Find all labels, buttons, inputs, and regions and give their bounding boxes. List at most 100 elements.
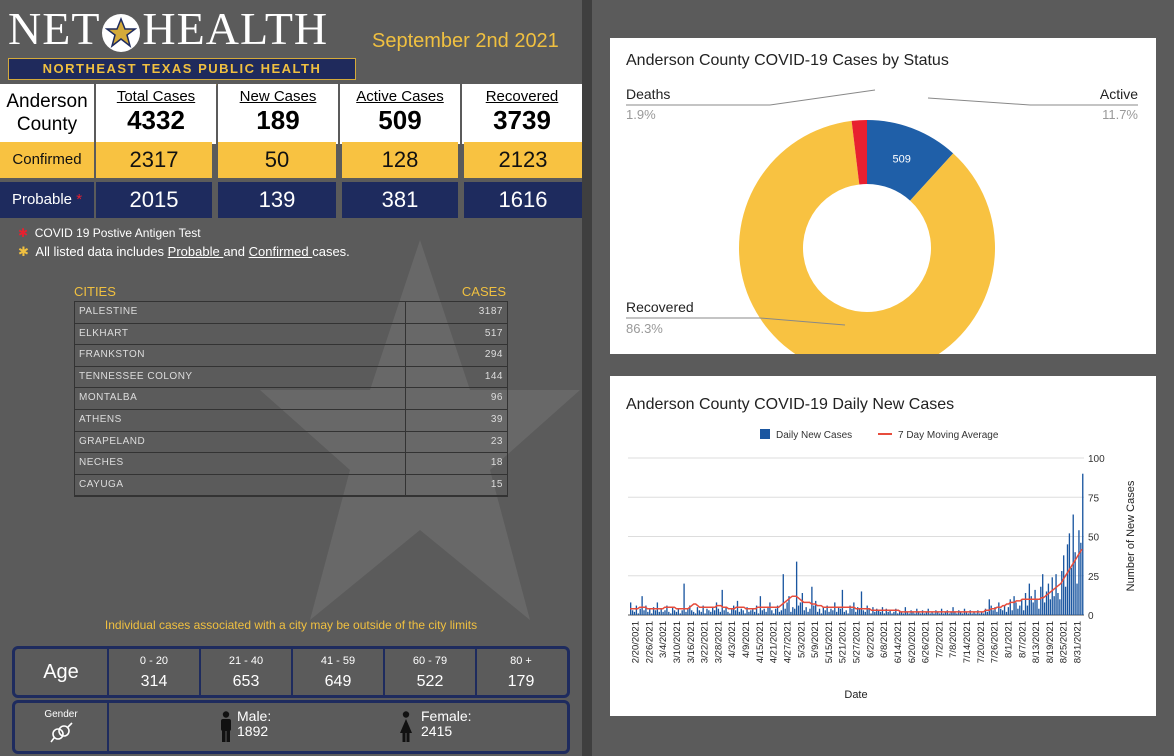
x-tick-label: 7/14/2021	[962, 621, 973, 663]
bar	[836, 611, 838, 615]
bar	[692, 611, 695, 615]
bar	[704, 613, 706, 615]
city-divider	[405, 366, 406, 388]
bar	[809, 608, 811, 615]
x-tick-label: 2/26/2021	[644, 621, 655, 663]
daily-cases-chart: Daily New Cases 7 Day Moving Average 0 25 50…	[628, 429, 1137, 701]
age-range: 41 - 59	[320, 655, 356, 667]
confirmed-new: 50	[218, 142, 336, 178]
x-tick-label: 2/20/2021	[631, 621, 642, 663]
x-axis-title: Date	[844, 689, 867, 701]
bar	[1000, 608, 1002, 615]
city-name: TENNESSEE COLONY	[79, 370, 193, 382]
x-tick-label: 4/9/2021	[741, 621, 752, 658]
status-chart-card: Anderson County COVID-19 Cases by Status…	[610, 38, 1156, 354]
x-tick-label: 4/27/2021	[782, 621, 793, 663]
bar	[832, 610, 834, 615]
bar	[944, 611, 947, 615]
x-tick-label: 5/21/2021	[838, 621, 849, 663]
age-breakdown: Age 0 - 20 314 21 - 40 653 41 - 59 649 60 - 79…	[12, 646, 570, 698]
bar	[670, 613, 672, 615]
bar	[631, 610, 634, 615]
x-tick-label: 8/25/2021	[1059, 621, 1070, 663]
bar	[660, 608, 662, 615]
city-divider	[405, 345, 406, 366]
confirmed-active: 128	[342, 142, 458, 178]
bar	[664, 610, 666, 615]
recovered-callout-percent: 86.3%	[626, 321, 663, 336]
bar	[933, 613, 935, 615]
bar	[742, 610, 744, 615]
bar	[834, 602, 836, 615]
age-count: 653	[232, 673, 260, 690]
y-tick-label: 100	[1088, 454, 1105, 465]
bar	[818, 608, 821, 615]
bar	[860, 591, 863, 615]
bar	[1074, 552, 1076, 615]
bar	[939, 613, 941, 615]
confirmed-row-label: Confirmed	[0, 142, 94, 178]
x-tick-label: 8/13/2021	[1031, 621, 1042, 663]
city-row: MONTALBA 96	[75, 388, 507, 410]
bar	[942, 613, 945, 615]
gender-symbol-icon	[50, 722, 73, 743]
city-divider	[405, 323, 406, 345]
city-cases: 15	[490, 478, 503, 490]
bar	[980, 611, 983, 615]
red-asterisk-icon: ✱	[18, 226, 29, 240]
bar	[965, 611, 968, 615]
cities-col-label: CITIES	[74, 284, 116, 299]
bar	[1026, 605, 1029, 615]
city-cases: 23	[490, 435, 503, 447]
x-tick-label: 8/19/2021	[1045, 621, 1056, 663]
bar	[929, 613, 931, 615]
bar	[773, 613, 775, 615]
x-tick-label: 8/31/2021	[1073, 621, 1084, 663]
y-axis-title: Number of New Cases	[1125, 480, 1137, 591]
city-name: ELKHART	[79, 327, 129, 339]
bar	[973, 611, 975, 615]
bar	[706, 608, 708, 615]
bar	[857, 607, 859, 615]
bar	[950, 611, 952, 615]
legend-label-average: 7 Day Moving Average	[898, 430, 999, 441]
bar	[734, 610, 737, 615]
column-total: 189	[256, 105, 300, 135]
bar	[1042, 574, 1044, 615]
bar	[729, 613, 731, 615]
bar	[731, 608, 733, 615]
bar	[658, 611, 660, 615]
bar	[908, 613, 910, 615]
bar	[753, 611, 756, 615]
bar	[715, 602, 718, 615]
bar	[885, 608, 887, 615]
bar	[708, 610, 710, 615]
bar	[877, 610, 880, 615]
bar	[1011, 610, 1013, 615]
bar	[759, 596, 762, 615]
x-tick-label: 3/22/2021	[700, 621, 711, 663]
bar	[864, 611, 866, 615]
gold-asterisk-icon: ✱	[18, 244, 29, 259]
male-icon	[221, 711, 231, 742]
bar	[967, 613, 969, 615]
donut-slice-recovered	[739, 120, 995, 354]
bar	[757, 613, 760, 615]
x-tick-label: 5/9/2021	[810, 621, 821, 658]
y-tick-label: 25	[1088, 572, 1100, 583]
bar	[986, 611, 989, 615]
bar	[1072, 514, 1074, 615]
bar	[778, 611, 781, 615]
bar	[984, 608, 987, 615]
bar	[673, 610, 676, 615]
legend-label-daily: Daily New Cases	[776, 430, 852, 441]
x-tick-label: 7/26/2021	[990, 621, 1001, 663]
bar	[820, 613, 823, 615]
confirmed-recovered: 2123	[464, 142, 582, 178]
x-tick-label: 6/14/2021	[893, 621, 904, 663]
bar	[733, 605, 735, 615]
bar	[788, 596, 790, 615]
bar	[750, 610, 752, 615]
bar	[992, 610, 994, 615]
age-count: 649	[324, 673, 352, 690]
